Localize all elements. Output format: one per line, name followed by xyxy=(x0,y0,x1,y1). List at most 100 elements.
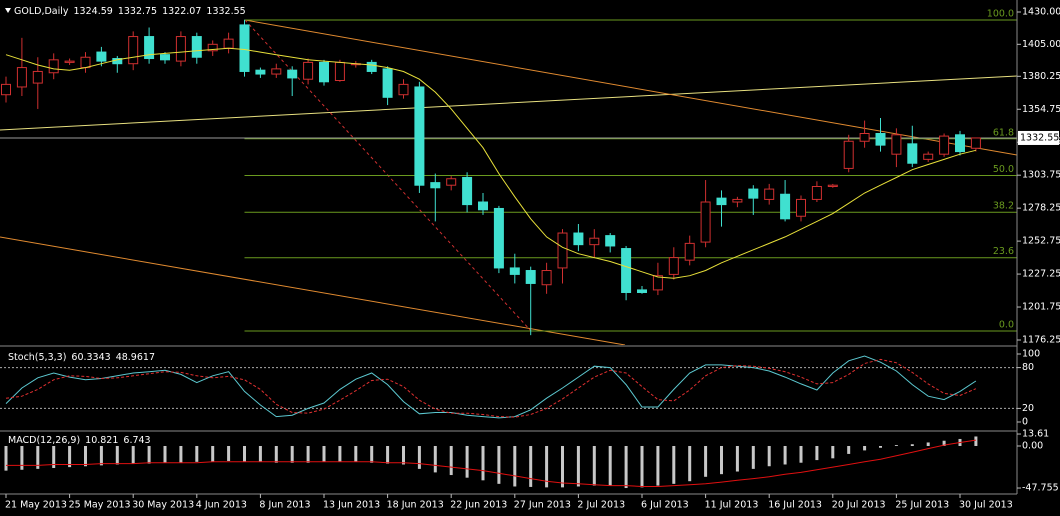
macd-bar xyxy=(433,446,437,473)
candle-body xyxy=(796,198,806,217)
candle-body xyxy=(493,207,504,269)
x-tick-label: 21 May 2013 xyxy=(5,500,67,511)
main-title: GOLD,Daily xyxy=(14,6,69,17)
candle-body xyxy=(970,137,981,149)
x-tick-label: 20 Jul 2013 xyxy=(832,500,886,511)
macd-title: MACD(12,26,9) xyxy=(8,435,80,446)
readout-value: 1332.75 xyxy=(118,6,157,17)
macd-bar xyxy=(863,446,867,451)
fib-label: 0.0 xyxy=(999,320,1014,331)
macd-bar xyxy=(608,446,612,486)
candle-body xyxy=(509,267,520,275)
last-price-box xyxy=(1018,130,1059,145)
y-tick-label: 13.61 xyxy=(1022,429,1049,440)
macd-bar xyxy=(274,446,278,463)
candle-body xyxy=(780,193,791,220)
stoch-header: Stoch(5,3,3) 60.3343 48.9617 xyxy=(8,352,155,363)
readout-value: 1324.59 xyxy=(74,6,113,17)
y-tick-label: 1278.25 xyxy=(1022,203,1060,214)
macd-bar xyxy=(195,446,199,462)
macd-bar xyxy=(974,436,978,447)
macd-bar xyxy=(290,446,294,463)
macd-bar xyxy=(815,446,819,461)
candle-body xyxy=(32,70,43,84)
candle-body xyxy=(478,201,488,211)
macd-bar xyxy=(735,446,739,472)
macd-bar xyxy=(529,446,533,487)
macd-bar xyxy=(545,446,549,488)
y-tick-label: 80 xyxy=(1022,362,1034,373)
macd-bar xyxy=(926,442,930,447)
candle-body xyxy=(732,198,743,203)
candle-body xyxy=(255,69,266,75)
candle-body xyxy=(144,36,155,60)
macd-bar xyxy=(672,446,676,484)
candle-body xyxy=(191,36,202,58)
candle-body xyxy=(430,182,441,189)
macd-bar xyxy=(592,446,596,486)
candle-body xyxy=(319,61,329,83)
macd-bar xyxy=(52,446,56,468)
candle-body xyxy=(811,185,822,200)
macd-bar xyxy=(322,446,326,462)
candle-body xyxy=(16,67,27,88)
candle-body xyxy=(334,61,345,82)
candle-body xyxy=(223,38,234,49)
readout-value: 1332.55 xyxy=(206,6,245,17)
macd-bar xyxy=(4,446,8,471)
macd-bar xyxy=(227,446,231,461)
candle-body xyxy=(414,86,425,186)
x-tick-label: 30 Jul 2013 xyxy=(959,500,1013,511)
readout-value: 10.821 xyxy=(85,435,118,446)
candle-body xyxy=(48,59,59,74)
macd-bar xyxy=(751,446,755,469)
x-tick-label: 6 Jul 2013 xyxy=(641,500,689,511)
y-tick-label: 0 xyxy=(1022,417,1028,428)
macd-bar xyxy=(163,446,167,463)
macd-bar xyxy=(449,446,453,476)
macd-bar xyxy=(799,446,803,463)
fib-label: 38.2 xyxy=(993,201,1014,212)
candle-body xyxy=(700,201,711,243)
trendline xyxy=(0,75,1017,131)
y-tick-label: 1354.75 xyxy=(1022,104,1060,115)
macd-bar xyxy=(513,446,517,487)
macd-bar xyxy=(370,446,374,463)
macd-bar xyxy=(704,446,708,477)
macd-bar xyxy=(561,446,564,488)
macd-bar xyxy=(68,446,72,468)
candle-body xyxy=(398,83,409,96)
x-tick-label: 8 Jun 2013 xyxy=(259,500,310,511)
x-tick-label: 27 Jun 2013 xyxy=(514,500,571,511)
macd-bar xyxy=(783,446,787,465)
macd-bar xyxy=(910,444,914,447)
macd-bar xyxy=(767,446,771,467)
macd-bar xyxy=(147,446,151,464)
x-tick-label: 25 May 2013 xyxy=(69,500,131,511)
candle-body xyxy=(843,140,854,169)
candle-body xyxy=(939,135,950,155)
menu-arrow[interactable] xyxy=(5,8,11,13)
candle-body xyxy=(716,197,727,206)
candle-body xyxy=(573,232,584,246)
macd-bar xyxy=(831,446,835,459)
y-tick-label: -47.755 xyxy=(1022,483,1059,494)
macd-bar xyxy=(131,446,135,464)
x-tick-label: 18 Jun 2013 xyxy=(387,500,444,511)
y-tick-label: 1303.75 xyxy=(1022,170,1060,181)
macd-signal xyxy=(6,439,976,487)
main-header: GOLD,Daily 1324.59 1332.75 1322.07 1332.55 xyxy=(14,6,246,17)
candle-body xyxy=(462,176,473,206)
x-tick-label: 22 Jun 2013 xyxy=(450,500,507,511)
y-tick-label: 1252.75 xyxy=(1022,236,1060,247)
candle-body xyxy=(923,153,934,160)
candle-body xyxy=(557,232,568,269)
candle-body xyxy=(541,270,552,286)
candle-body xyxy=(1,83,11,96)
x-tick-label: 2 Jul 2013 xyxy=(577,500,625,511)
x-tick-label: 16 Jul 2013 xyxy=(768,500,822,511)
candle-body xyxy=(859,133,870,142)
macd-bar xyxy=(402,446,405,465)
y-tick-label: 1380.25 xyxy=(1022,71,1060,82)
